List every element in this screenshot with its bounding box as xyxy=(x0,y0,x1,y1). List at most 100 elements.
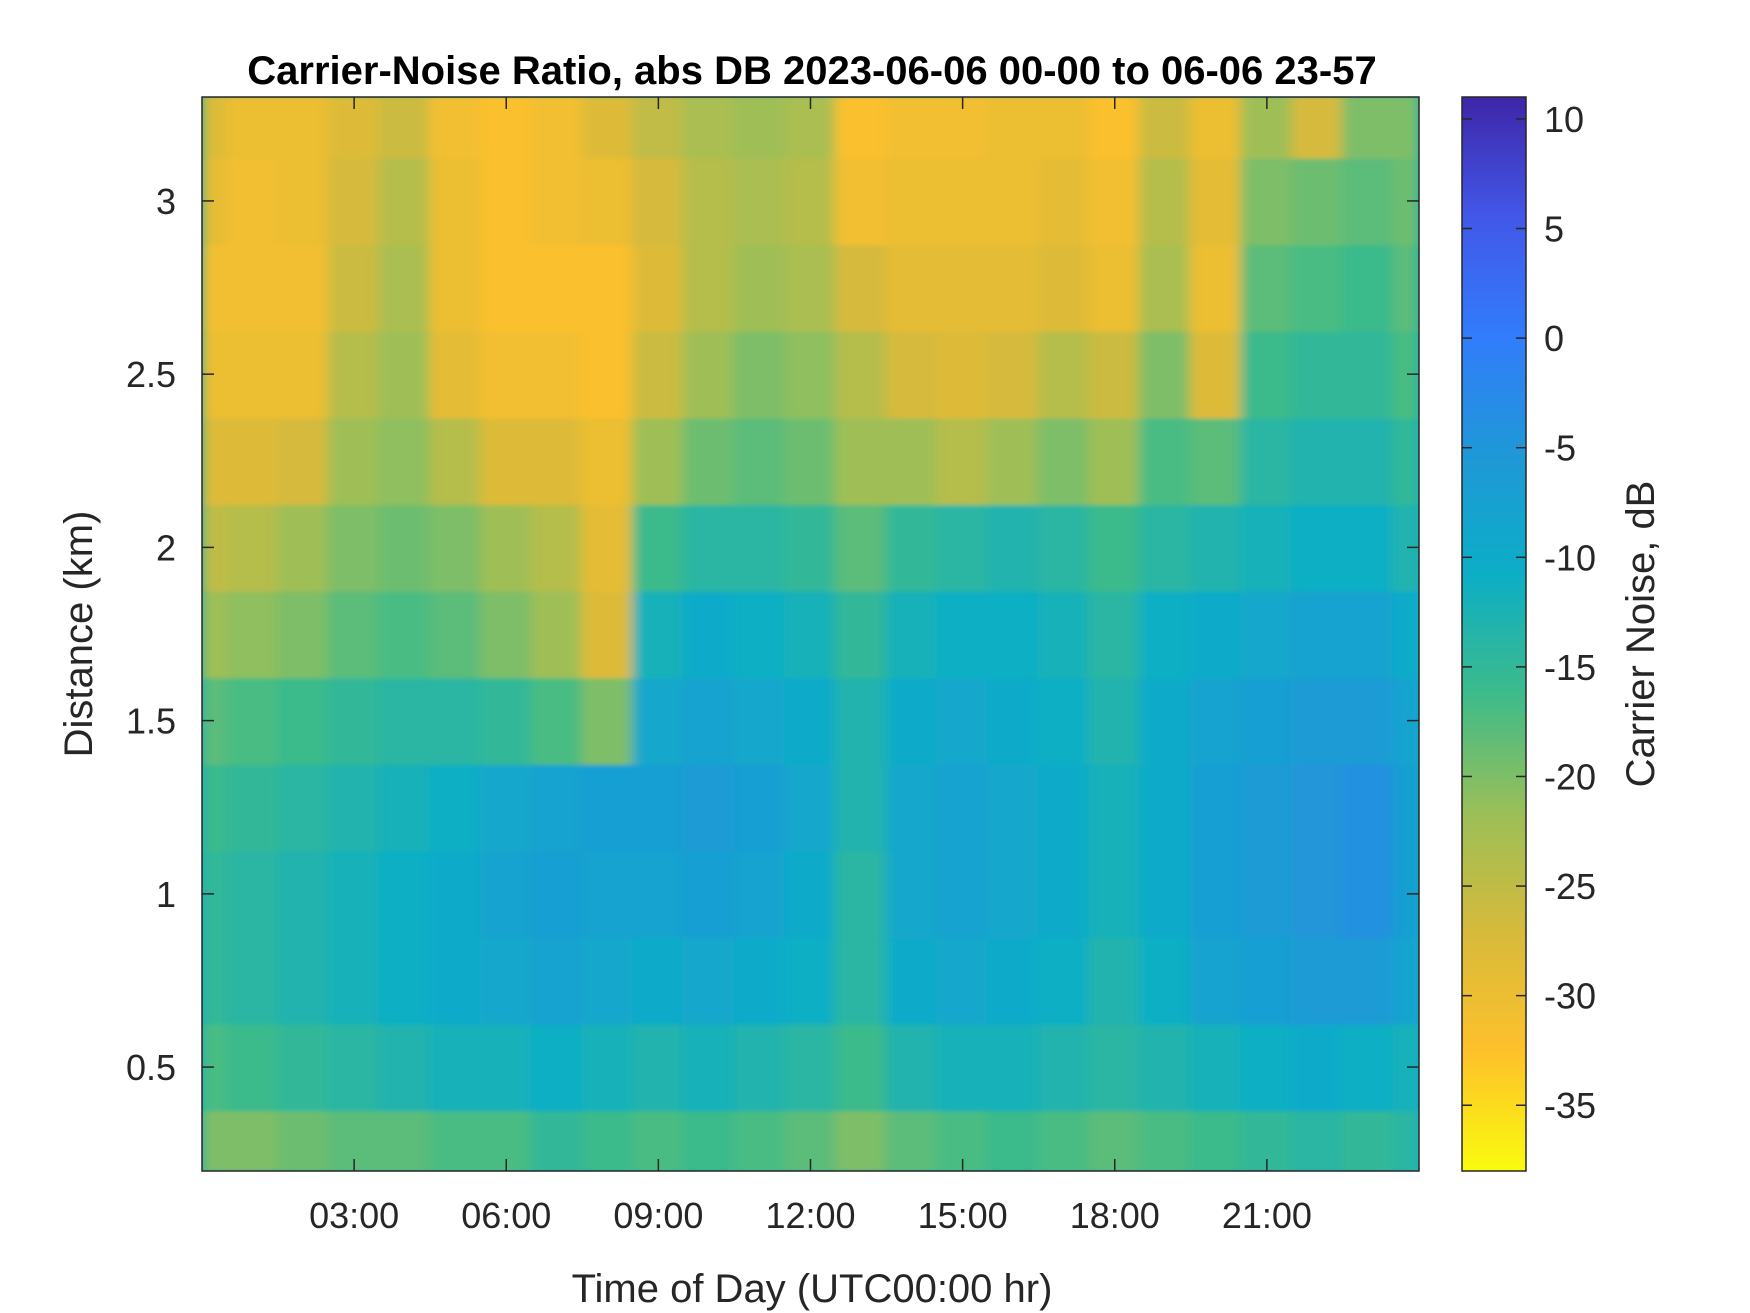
x-tick-label: 03:00 xyxy=(309,1195,399,1236)
heatmap-cell xyxy=(1037,329,1091,419)
y-tick-label: 0.5 xyxy=(126,1047,176,1088)
heatmap-cell xyxy=(1392,762,1419,852)
heatmap-cell xyxy=(885,1022,939,1112)
heatmap-cell xyxy=(226,243,280,332)
heatmap-cell xyxy=(885,503,939,592)
heatmap-cell xyxy=(277,1109,330,1171)
heatmap-cell xyxy=(1341,503,1395,592)
heatmap-cell xyxy=(936,676,989,765)
heatmap-cell xyxy=(1088,1022,1142,1112)
heatmap-cell xyxy=(479,936,533,1025)
heatmap-cell xyxy=(885,156,939,246)
heatmap-cell xyxy=(1189,1109,1243,1171)
colorbar-tick-label: -5 xyxy=(1544,428,1576,469)
heatmap-cell xyxy=(429,936,482,1025)
heatmap-cell xyxy=(682,503,736,592)
heatmap-cell xyxy=(1037,503,1091,592)
x-tick-label: 09:00 xyxy=(613,1195,703,1236)
heatmap-cell xyxy=(226,849,280,939)
heatmap-cell xyxy=(1392,936,1419,1025)
heatmap-cell xyxy=(1291,503,1344,592)
heatmap-cell xyxy=(327,762,381,852)
heatmap-cell xyxy=(1189,589,1243,679)
heatmap-cell xyxy=(885,416,939,506)
heatmap-cell xyxy=(1139,676,1192,765)
heatmap-cell xyxy=(834,936,888,1025)
heatmap-cell xyxy=(581,936,634,1025)
heatmap-cell xyxy=(1291,416,1344,506)
heatmap-cell xyxy=(581,416,634,506)
heatmap-cell xyxy=(429,1022,482,1112)
heatmap-cell xyxy=(682,329,736,419)
heatmap-cell xyxy=(733,243,787,332)
heatmap-cell xyxy=(1240,243,1294,332)
heatmap-cell xyxy=(784,503,837,592)
heatmap-cell xyxy=(1341,676,1395,765)
heatmap-cell xyxy=(1189,936,1243,1025)
heatmap-cell xyxy=(1088,762,1142,852)
heatmap-cell xyxy=(530,589,584,679)
heatmap-cell xyxy=(784,589,837,679)
heatmap-cell xyxy=(226,676,280,765)
heatmap-cell xyxy=(530,1109,584,1171)
heatmap-cell xyxy=(936,589,989,679)
heatmap-cell xyxy=(784,762,837,852)
heatmap-cell xyxy=(682,676,736,765)
heatmap-cell xyxy=(632,589,685,679)
heatmap-cell xyxy=(936,416,989,506)
heatmap-cell xyxy=(632,243,685,332)
heatmap-cell xyxy=(682,97,736,159)
heatmap-cell xyxy=(1392,589,1419,679)
heatmap-cell xyxy=(581,1022,634,1112)
y-tick-label: 2 xyxy=(156,527,176,568)
heatmap-cell xyxy=(202,1109,229,1171)
heatmap-cell xyxy=(1037,849,1091,939)
heatmap-cell xyxy=(1139,156,1192,246)
heatmap-cell xyxy=(530,762,584,852)
heatmap-cell xyxy=(277,416,330,506)
heatmap-cell xyxy=(1088,936,1142,1025)
heatmap-cell xyxy=(733,849,787,939)
heatmap-cell xyxy=(936,1022,989,1112)
heatmap-cell xyxy=(784,156,837,246)
plot-area xyxy=(201,96,1420,1172)
heatmap-cell xyxy=(581,97,634,159)
heatmap-cell xyxy=(1037,1109,1091,1171)
heatmap-cell xyxy=(1291,97,1344,159)
heatmap-cell xyxy=(1392,416,1419,506)
heatmap-cell xyxy=(530,416,584,506)
heatmap-cell xyxy=(834,676,888,765)
heatmap-cell xyxy=(1189,762,1243,852)
heatmap-cell xyxy=(1240,156,1294,246)
heatmap-cell xyxy=(682,156,736,246)
heatmap-cell xyxy=(581,329,634,419)
heatmap-cell xyxy=(834,97,888,159)
heatmap-cell xyxy=(378,243,432,332)
heatmap-cell xyxy=(479,329,533,419)
heatmap-cell xyxy=(784,849,837,939)
heatmap-cell xyxy=(378,589,432,679)
heatmap-cell xyxy=(226,503,280,592)
heatmap-cell xyxy=(429,762,482,852)
heatmap-cell xyxy=(378,762,432,852)
heatmap-cell xyxy=(936,503,989,592)
heatmap-cell xyxy=(1189,329,1243,419)
heatmap-cell xyxy=(1291,243,1344,332)
heatmap-cell xyxy=(1240,762,1294,852)
heatmap-cell xyxy=(885,762,939,852)
heatmap-cell xyxy=(429,589,482,679)
heatmap-cell xyxy=(784,329,837,419)
heatmap-cell xyxy=(202,762,229,852)
heatmap-cell xyxy=(226,416,280,506)
heatmap-cell xyxy=(733,503,787,592)
heatmap-cell xyxy=(1291,849,1344,939)
x-axis: 03:00 06:00 09:00 12:00 15:00 18:00 21:00 xyxy=(309,97,1312,1236)
colorbar-tick-label: -25 xyxy=(1544,866,1596,907)
heatmap-cell xyxy=(530,329,584,419)
heatmap-cell xyxy=(327,243,381,332)
heatmap-cell xyxy=(1341,936,1395,1025)
heatmap-cell xyxy=(733,936,787,1025)
heatmap-cell xyxy=(936,936,989,1025)
heatmap-cell xyxy=(1139,849,1192,939)
